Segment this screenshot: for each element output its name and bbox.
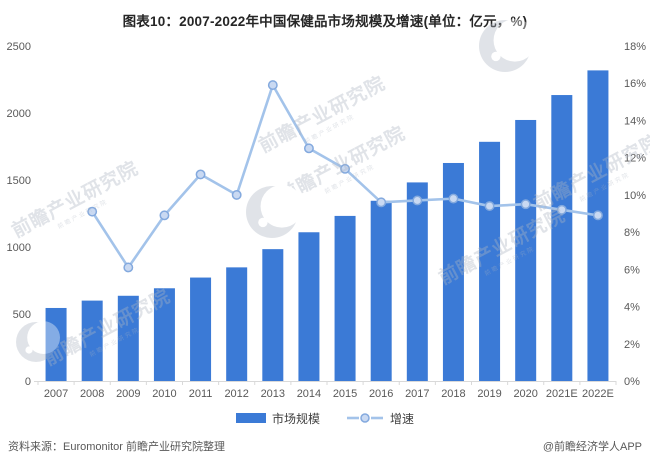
legend-label-market-size: 市场规模: [271, 411, 320, 426]
right-axis-tick: 8%: [624, 227, 640, 239]
growth-marker: [87, 206, 98, 217]
growth-marker: [340, 163, 351, 174]
growth-marker: [520, 199, 531, 210]
x-axis-label: 2011: [189, 388, 213, 400]
bar: [153, 288, 175, 381]
growth-marker: [484, 201, 495, 212]
growth-marker: [376, 197, 387, 208]
x-axis-label: 2015: [333, 388, 357, 400]
growth-marker: [592, 210, 603, 221]
chart-plot-area: 0 500 1000 1500 2000 2500 0% 2% 4% 6% 8% 10% 12% 14% 1…: [7, 18, 650, 400]
bar: [298, 232, 320, 381]
left-axis-tick: 0: [25, 376, 31, 388]
right-axis-tick: 0%: [624, 376, 640, 388]
bar: [226, 267, 248, 381]
right-axis-tick: 14%: [624, 115, 646, 127]
growth-marker: [195, 169, 206, 180]
bar: [406, 182, 428, 381]
x-axis-label: 2017: [405, 388, 429, 400]
growth-marker: [303, 143, 314, 154]
left-axis-tick: 2000: [7, 108, 31, 120]
legend-item-market-size: 市场规模: [235, 410, 320, 427]
x-axis-label: 2007: [44, 388, 68, 400]
bar: [190, 277, 212, 381]
bar: [81, 300, 103, 381]
bar-series-market-size: [45, 70, 609, 381]
right-axis-tick: 2%: [624, 339, 640, 351]
svg-text:前瞻产业研究院: 前瞻产业研究院: [8, 156, 142, 242]
right-axis-tick: 12%: [624, 153, 646, 165]
left-axis-tick: 2500: [7, 41, 31, 53]
x-axis-label: 2012: [224, 388, 248, 400]
bar: [334, 215, 356, 381]
axis-labels: 0 500 1000 1500 2000 2500 0% 2% 4% 6% 8% 10% 12% 14% 1…: [7, 41, 647, 400]
bar: [262, 249, 284, 381]
bar: [442, 162, 464, 381]
x-axis-label: 2020: [513, 388, 537, 400]
watermark-logo-icon: [246, 184, 304, 238]
bar-series-swatch: [235, 413, 266, 423]
x-axis-label: 2013: [261, 388, 285, 400]
right-axis-tick: 6%: [624, 264, 640, 276]
x-axis-label: 2010: [152, 388, 176, 400]
left-axis-tick: 500: [13, 309, 31, 321]
bar: [117, 295, 139, 381]
watermark-logo-icon: [16, 321, 61, 362]
x-axis-label: 2016: [369, 388, 393, 400]
bar: [45, 307, 67, 381]
bar: [370, 200, 392, 381]
watermark-logo-icon: [479, 18, 537, 72]
growth-marker: [448, 193, 459, 204]
x-axis-label: 2014: [297, 388, 321, 400]
legend-label-growth: 增速: [390, 411, 415, 426]
legend-item-growth: 增速: [346, 410, 414, 427]
x-axis-label: 2008: [80, 388, 104, 400]
brand-credit: @前瞻经济学人APP: [542, 441, 642, 453]
legend: 市场规模 增速: [0, 408, 650, 428]
growth-marker: [231, 189, 242, 200]
growth-marker: [123, 262, 134, 273]
bar: [515, 119, 537, 381]
x-axis-label: 2019: [477, 388, 501, 400]
growth-markers: [87, 80, 603, 273]
x-axis-label: 2009: [116, 388, 140, 400]
x-axis-line: [34, 381, 617, 385]
bar: [587, 70, 609, 381]
right-axis-tick: 16%: [624, 78, 646, 90]
growth-marker: [267, 80, 278, 91]
x-axis-label: 2018: [441, 388, 465, 400]
chart-footer: 资料来源：Euromonitor 前瞻产业研究院整理 @前瞻经济学人APP: [0, 438, 650, 454]
growth-marker: [159, 210, 170, 221]
x-axis-label: 2021E: [546, 388, 578, 400]
left-axis-tick: 1000: [7, 242, 31, 254]
growth-marker: [556, 204, 567, 215]
right-axis-tick: 4%: [624, 302, 640, 314]
right-axis-tick: 18%: [624, 41, 646, 53]
line-series-swatch: [347, 413, 383, 423]
bar: [479, 141, 501, 381]
x-axis-label: 2022E: [582, 388, 614, 400]
chart-title: 图表10：2007-2022年中国保健品市场规模及增速(单位：亿元，%): [122, 14, 528, 29]
left-axis-tick: 1500: [7, 175, 31, 187]
right-axis-tick: 10%: [624, 190, 646, 202]
source-note: 资料来源：Euromonitor 前瞻产业研究院整理: [8, 441, 225, 453]
growth-marker: [412, 195, 423, 206]
bar: [551, 95, 573, 381]
